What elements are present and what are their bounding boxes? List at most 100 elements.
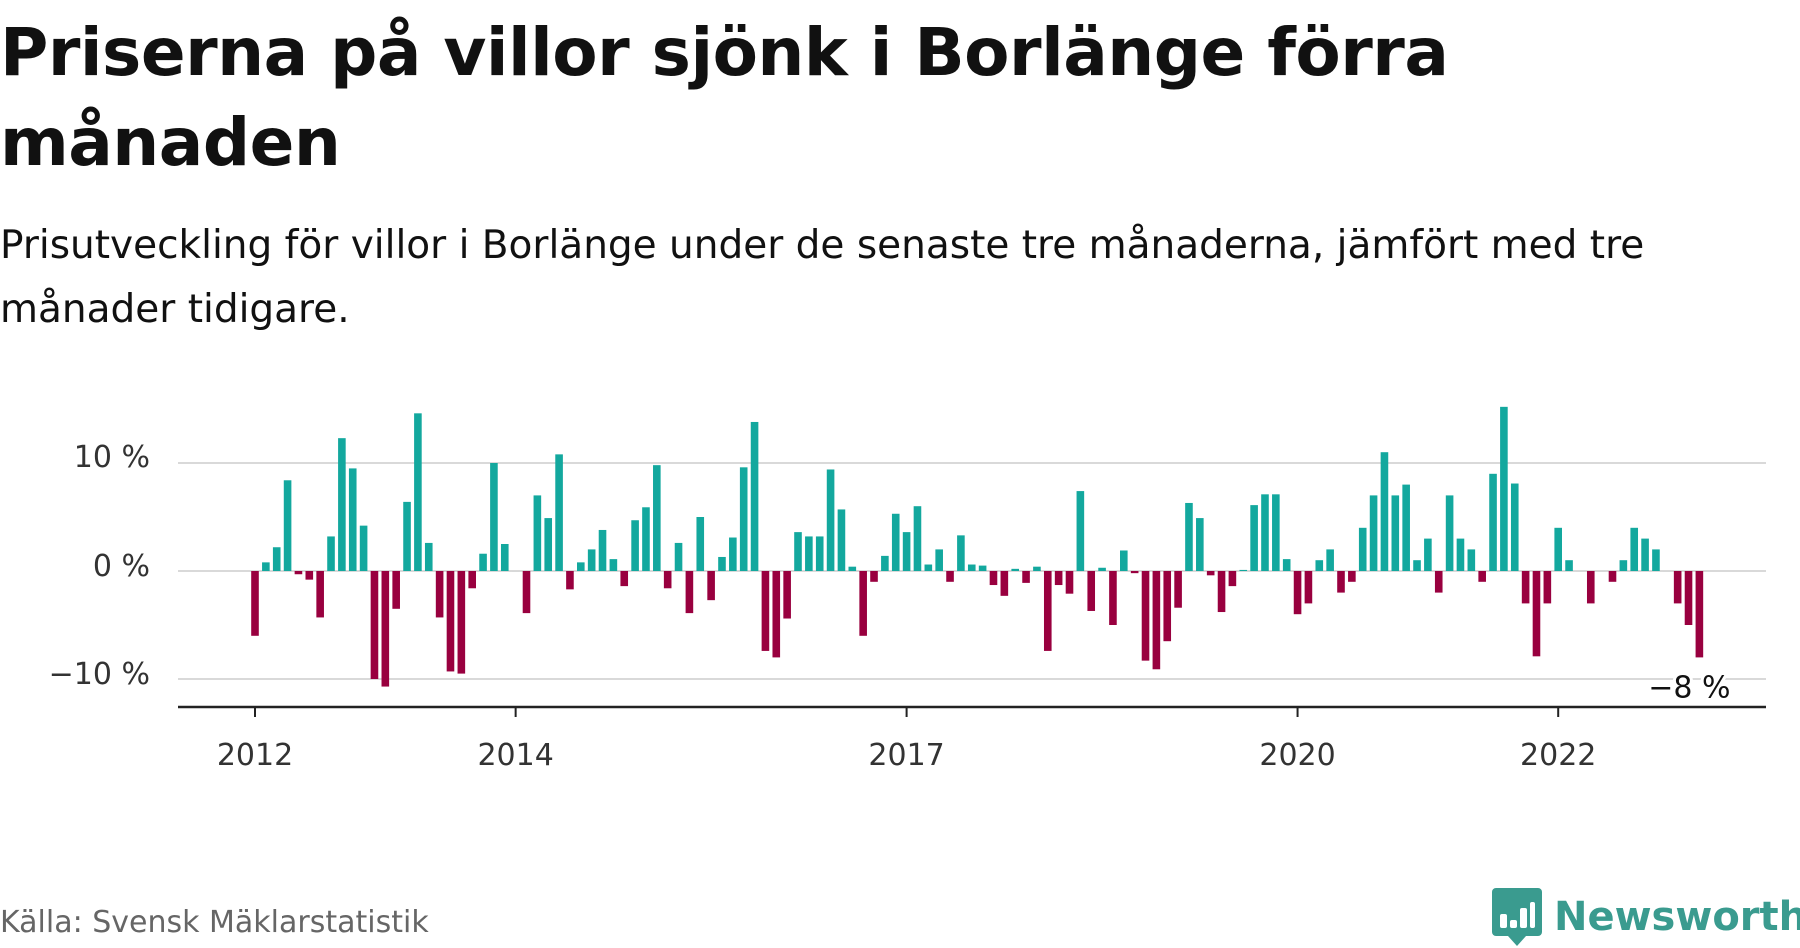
bar (294, 571, 303, 575)
bar (978, 565, 987, 571)
bar (1380, 452, 1389, 571)
bar (989, 571, 998, 586)
bar (457, 571, 466, 674)
bar (468, 571, 476, 589)
bar (316, 571, 324, 618)
bar (1434, 571, 1443, 593)
bar (1413, 560, 1421, 571)
bar-chart: −10 % 0 % 10 % 2012 2014 2017 2020 2022 … (49, 406, 1766, 773)
bar (859, 571, 867, 636)
bar (1348, 571, 1356, 582)
source-note: Källa: Svensk Mäklarstatistik (0, 905, 429, 940)
bar (967, 564, 976, 571)
bar (283, 480, 292, 571)
bar (1152, 571, 1161, 670)
bar (739, 467, 748, 571)
bar (609, 559, 618, 571)
bar (957, 535, 965, 571)
bar (500, 544, 509, 571)
bar (392, 571, 400, 609)
bar (1467, 549, 1476, 571)
chart-title: Priserna på villor sjönk i Borlänge förr… (0, 14, 1449, 181)
bar (1358, 527, 1367, 571)
bar (251, 571, 259, 636)
bar (663, 571, 672, 589)
bar (1185, 502, 1193, 571)
x-axis-ticks: 2012 2014 2017 2020 2022 (217, 707, 1596, 773)
bar (1684, 571, 1693, 625)
bar (435, 571, 444, 618)
bar (1239, 569, 1248, 571)
bar (446, 571, 455, 672)
bar (1532, 571, 1541, 657)
bar (772, 571, 781, 658)
bar (1098, 567, 1106, 571)
bar (403, 501, 411, 571)
bar (1369, 495, 1378, 571)
bar (707, 571, 715, 601)
bar (1130, 571, 1139, 574)
chart-subtitle: Prisutveckling för villor i Borlänge und… (0, 223, 1645, 332)
bar (1673, 571, 1682, 604)
bar (1630, 527, 1639, 571)
bar (1141, 571, 1150, 661)
x-tick-label: 2020 (1259, 738, 1335, 773)
bar (566, 571, 574, 590)
bar (1315, 560, 1324, 571)
bar (1337, 571, 1345, 593)
bar (913, 506, 922, 571)
bar (685, 571, 694, 614)
bar (696, 517, 705, 571)
bar (1272, 494, 1280, 571)
y-tick-label: −10 % (49, 657, 150, 692)
bar (1054, 571, 1063, 586)
bar (1554, 527, 1562, 571)
bar (837, 509, 846, 571)
bar (924, 564, 933, 571)
bar (424, 542, 433, 571)
bar (1228, 571, 1237, 587)
bar (750, 421, 759, 571)
bar (1652, 549, 1660, 571)
bar (262, 562, 270, 571)
bar (805, 536, 813, 571)
bar (1586, 571, 1595, 604)
bars (251, 406, 1704, 687)
y-tick-label: 0 % (93, 549, 150, 584)
bar (1206, 571, 1215, 576)
bar (1565, 560, 1573, 571)
bar (642, 507, 650, 571)
bar (881, 555, 889, 571)
bar (370, 571, 379, 679)
bar (1076, 491, 1085, 571)
bar (718, 556, 726, 571)
bar (1619, 560, 1628, 571)
bar (1065, 571, 1074, 594)
bar (1326, 549, 1334, 571)
x-tick-label: 2012 (217, 738, 293, 773)
bar (544, 518, 553, 571)
bar (1000, 571, 1009, 596)
bar (338, 438, 346, 571)
bar (1510, 483, 1519, 571)
chart-bubble-icon (1492, 888, 1542, 946)
bar (1261, 494, 1269, 571)
bar (381, 571, 390, 687)
bar (1500, 406, 1508, 571)
bar (783, 571, 791, 619)
bar (533, 495, 542, 571)
bar (1641, 538, 1649, 571)
bar (577, 562, 585, 571)
bar (729, 537, 737, 571)
bar (870, 571, 878, 582)
bar (1478, 571, 1486, 582)
bar (1402, 484, 1410, 571)
bar (1445, 495, 1454, 571)
x-tick-label: 2017 (868, 738, 944, 773)
bar (598, 529, 607, 571)
bar (1293, 571, 1302, 615)
y-axis-ticks: −10 % 0 % 10 % (49, 440, 150, 692)
bar (1282, 559, 1291, 571)
bar (1011, 568, 1019, 571)
x-tick-label: 2014 (477, 738, 553, 773)
